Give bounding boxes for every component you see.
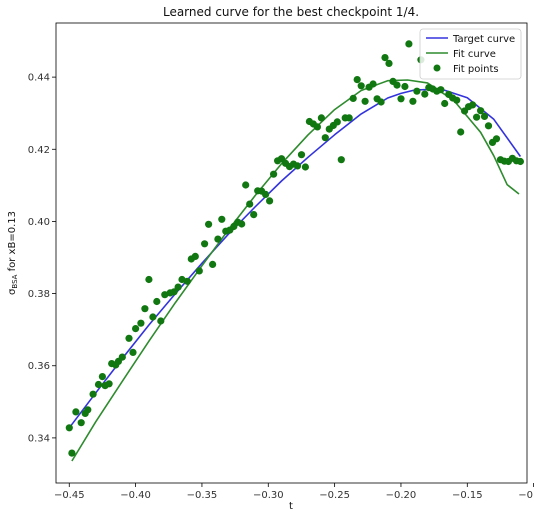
data-point	[84, 406, 92, 414]
data-point	[317, 114, 325, 122]
data-point	[149, 313, 157, 321]
x-tick-label: −0.35	[187, 490, 218, 501]
data-point	[205, 220, 213, 228]
data-point	[345, 114, 353, 122]
data-point	[195, 267, 203, 275]
data-point	[333, 118, 341, 126]
data-point	[361, 97, 369, 105]
x-tick-label: −0.10	[518, 490, 534, 501]
data-point	[250, 211, 258, 219]
data-point	[242, 181, 250, 189]
data-point	[477, 107, 485, 115]
legend-box	[419, 28, 522, 80]
data-point	[441, 99, 449, 108]
data-point	[516, 157, 525, 166]
data-point	[94, 380, 103, 389]
legend: Target curve Fit curve Fit points	[419, 28, 522, 80]
data-point	[297, 151, 306, 159]
data-point	[377, 98, 385, 106]
data-point	[357, 82, 365, 90]
series-line-fit-curve	[71, 79, 520, 462]
data-point	[218, 215, 226, 223]
data-point	[421, 90, 429, 98]
data-point	[105, 380, 113, 388]
data-point	[89, 390, 97, 398]
x-tick-label: −0.45	[54, 490, 85, 501]
data-point	[191, 252, 199, 260]
x-tick-label: −0.30	[253, 490, 284, 501]
data-point	[453, 96, 461, 104]
data-point	[484, 122, 493, 130]
data-point	[209, 260, 217, 268]
data-point	[409, 97, 417, 105]
data-point	[132, 325, 140, 333]
data-point	[201, 240, 209, 248]
data-point	[469, 101, 477, 109]
data-point	[153, 297, 161, 306]
y-tick-label: 0.38	[28, 289, 50, 300]
data-point	[480, 112, 489, 120]
data-point	[145, 275, 153, 284]
data-point	[401, 82, 409, 91]
data-point	[174, 283, 182, 291]
legend-label-target-curve: Target curve	[452, 34, 515, 45]
y-tick-label: 0.40	[28, 217, 50, 228]
plot-area	[55, 22, 528, 484]
series-layer	[65, 40, 525, 462]
data-point	[270, 170, 278, 178]
data-point	[246, 200, 254, 208]
data-point	[68, 449, 76, 457]
data-point	[238, 220, 246, 228]
data-point	[77, 419, 85, 427]
legend-swatch-fit-points	[433, 64, 441, 72]
data-point	[397, 95, 405, 103]
data-point	[369, 80, 377, 88]
y-tick-label: 0.42	[28, 145, 50, 156]
data-point	[381, 54, 389, 62]
data-point	[125, 334, 133, 342]
data-point	[129, 348, 137, 356]
data-point	[118, 353, 126, 361]
x-axis-label: t	[289, 501, 293, 512]
data-point	[141, 305, 149, 313]
data-point	[405, 40, 413, 48]
y-tick-label: 0.44	[28, 73, 50, 84]
data-point	[98, 373, 106, 381]
x-tick-label: −0.20	[386, 490, 417, 501]
data-point	[266, 197, 274, 205]
data-point	[65, 424, 73, 432]
y-axis-label: σBSA for xB=0.13	[7, 211, 19, 295]
chart-title: Learned curve for the best checkpoint 1/…	[163, 5, 419, 19]
data-point	[492, 135, 501, 143]
data-point	[349, 94, 357, 102]
data-point	[301, 163, 309, 171]
y-axis: 0.34 0.36 0.38 0.40 0.42 0.44	[28, 73, 56, 444]
x-tick-label: −0.40	[120, 490, 151, 501]
data-point	[137, 319, 145, 327]
y-tick-label: 0.34	[28, 433, 50, 444]
data-point	[337, 156, 345, 164]
data-point	[72, 408, 80, 416]
data-point	[157, 317, 165, 325]
data-point	[457, 128, 465, 136]
data-point	[170, 288, 178, 296]
data-point	[353, 76, 361, 84]
data-point	[413, 87, 421, 95]
x-tick-label: −0.25	[319, 490, 350, 501]
data-point	[321, 134, 329, 142]
data-point	[313, 123, 321, 131]
data-point	[262, 190, 270, 198]
data-point	[183, 277, 191, 285]
legend-label-fit-curve: Fit curve	[453, 49, 496, 60]
data-point	[293, 162, 302, 170]
data-point	[393, 81, 401, 89]
data-point	[437, 86, 445, 94]
data-point	[385, 59, 393, 67]
y-tick-label: 0.36	[28, 361, 50, 372]
data-point	[214, 235, 222, 243]
x-tick-label: −0.15	[452, 490, 483, 501]
data-point	[473, 113, 481, 121]
legend-label-fit-points: Fit points	[453, 64, 499, 75]
